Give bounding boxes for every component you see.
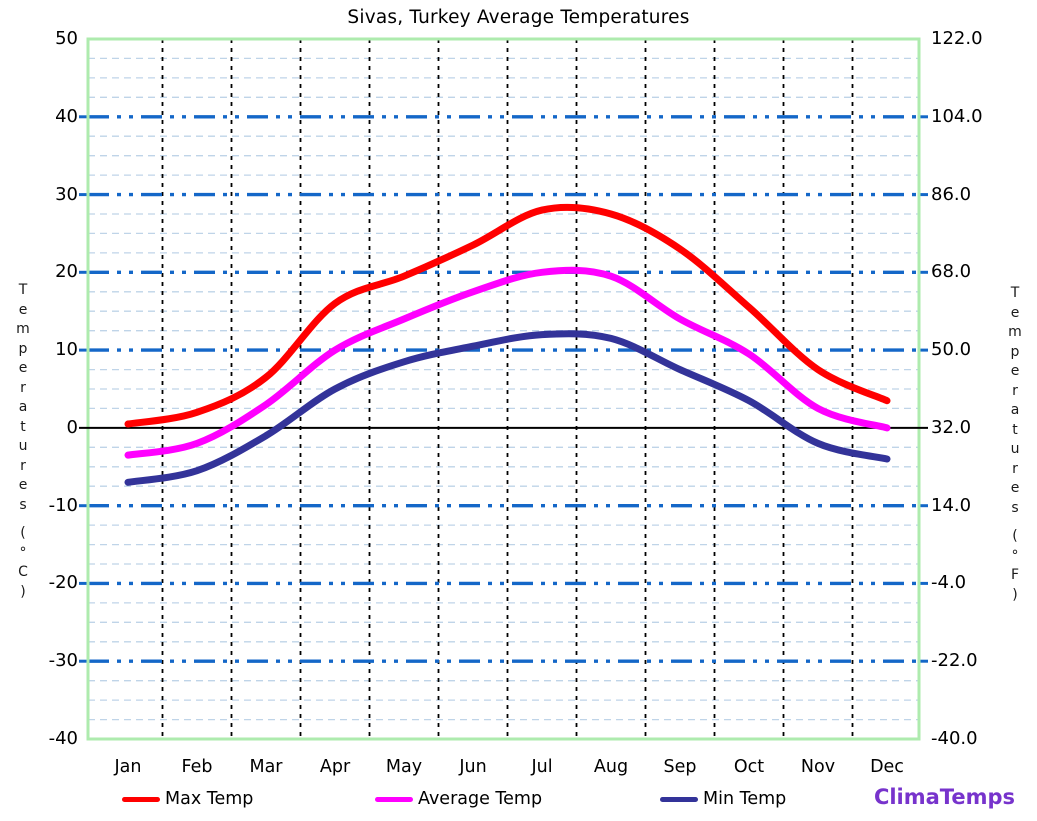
- legend-label-average-temp: Average Temp: [418, 789, 543, 809]
- chart-title: Sivas, Turkey Average Temperatures: [347, 7, 690, 28]
- x-tick-month: May: [385, 757, 423, 777]
- x-tick-month: Feb: [181, 757, 213, 777]
- y-tick-celsius: 0: [66, 416, 78, 438]
- x-tick-month: Jun: [459, 757, 487, 777]
- climatemps-logo[interactable]: ClimaTemps: [873, 785, 1015, 809]
- y-tick-fahrenheit: -22.0: [931, 650, 978, 672]
- y-tick-celsius: 30: [55, 183, 78, 205]
- x-tick-month: Sep: [663, 757, 697, 777]
- y-tick-celsius: -40: [48, 728, 78, 749]
- y-tick-fahrenheit: -40.0: [931, 728, 978, 749]
- x-tick-month: Jan: [114, 757, 142, 777]
- legend-item-average-temp: Average Temp: [375, 787, 542, 811]
- y-tick-celsius: 50: [55, 28, 78, 49]
- y-tick-fahrenheit: 122.0: [931, 28, 983, 49]
- x-tick-month: Jul: [531, 757, 553, 777]
- legend-item-min-temp: Min Temp: [660, 787, 786, 811]
- legend-item-max-temp: Max Temp: [122, 787, 253, 811]
- legend-swatch-min-temp: [660, 796, 698, 802]
- series-line-max-temp: [124, 203, 891, 428]
- x-tick-month: Nov: [800, 757, 836, 777]
- y-tick-celsius: -10: [48, 494, 78, 516]
- x-tick-month: Oct: [733, 757, 765, 777]
- x-tick-month: Dec: [870, 757, 904, 777]
- y-tick-fahrenheit: 68.0: [931, 261, 972, 283]
- y-tick-fahrenheit: 50.0: [931, 339, 972, 361]
- y-tick-fahrenheit: 104.0: [931, 105, 983, 127]
- y-tick-fahrenheit: 14.0: [931, 494, 972, 516]
- x-tick-month: Aug: [593, 757, 629, 777]
- x-tick-month: Mar: [249, 757, 283, 777]
- legend-swatch-max-temp: [122, 796, 160, 802]
- y-tick-celsius: 10: [55, 339, 78, 361]
- y-tick-celsius: -30: [48, 650, 78, 672]
- legend-swatch-average-temp: [375, 796, 413, 802]
- y-tick-celsius: 40: [55, 105, 78, 127]
- legend-label-max-temp: Max Temp: [165, 789, 254, 809]
- y-tick-fahrenheit: 32.0: [931, 416, 972, 438]
- series-line-min-temp: [124, 330, 891, 486]
- y-tick-fahrenheit: 86.0: [931, 183, 972, 205]
- legend-label-min-temp: Min Temp: [703, 789, 787, 809]
- y-tick-celsius: -20: [48, 572, 78, 594]
- y-tick-fahrenheit: -4.0: [931, 572, 967, 594]
- x-tick-month: Apr: [319, 757, 351, 777]
- y-tick-celsius: 20: [55, 261, 78, 283]
- series-line-average-temp: [124, 266, 891, 459]
